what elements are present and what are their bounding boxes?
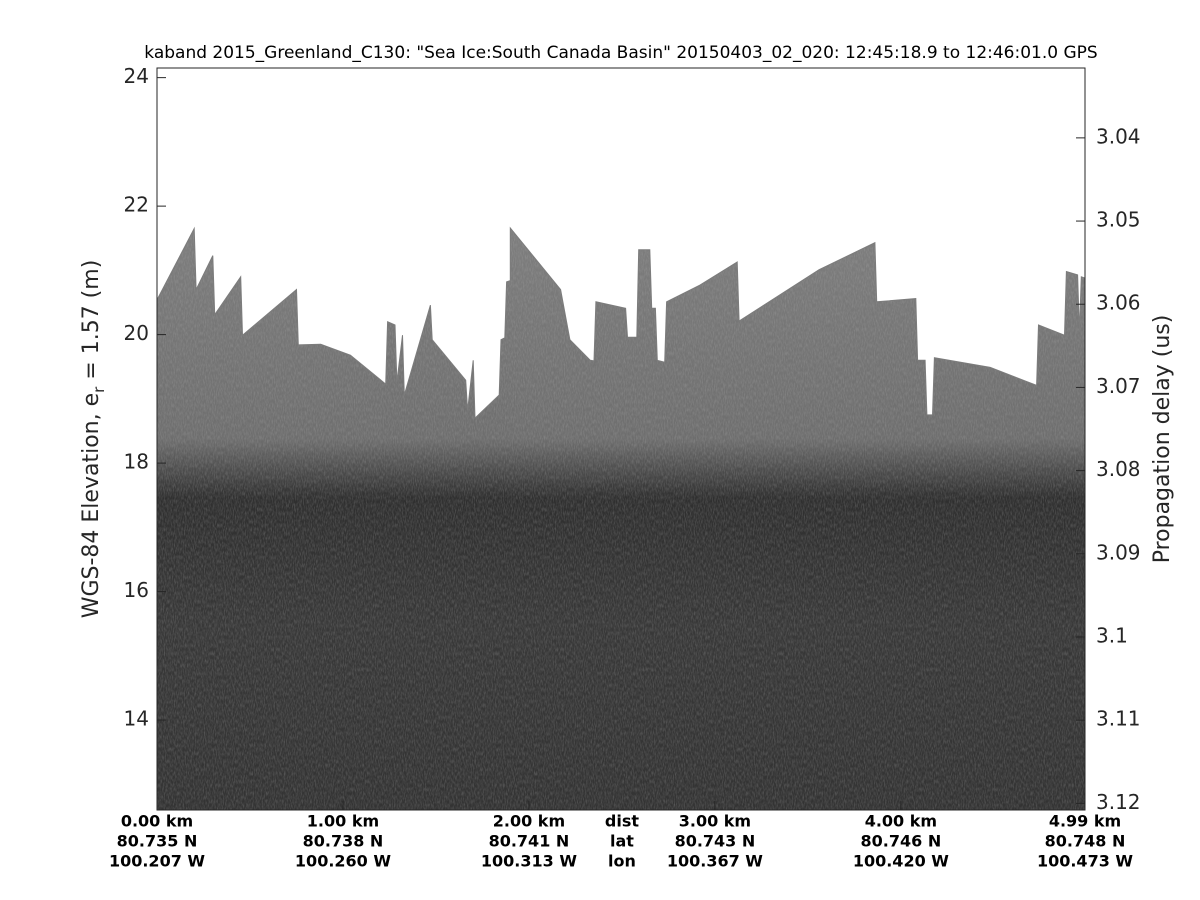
surface-edge [156,226,1086,420]
lat-label: 80.738 N [303,832,384,851]
lat-label: 80.743 N [675,832,756,851]
y-axis-label-main: WGS-84 Elevation, e [79,393,104,618]
lon-label: 100.207 W [109,852,205,871]
lon-label: 100.367 W [667,852,763,871]
row-label: lon [608,852,636,871]
x-tick-label: 2.00 km [493,812,565,831]
y2-tick-label: 3.06 [1096,291,1141,315]
y2-tick-label: 3.12 [1096,790,1141,814]
y-tick-label: 18 [124,450,149,474]
x-tick-label: 0.00 km [121,812,193,831]
x-tick-label: 4.99 km [1049,812,1121,831]
chart-title: kaband 2015_Greenland_C130: "Sea Ice:Sou… [144,43,1097,63]
row-label: dist [605,812,639,831]
x-tick-label: 4.00 km [865,812,937,831]
y2-tick-label: 3.04 [1096,124,1141,148]
y-axis-label-tail: = 1.57 (m) [79,260,104,387]
axes-box [156,67,1086,811]
lon-label: 100.313 W [481,852,577,871]
plot-area: 14 16 18 20 22 24 3.04 3.05 3.06 3.07 3.08 3.09 3.1 3… [109,64,1141,870]
y-axis-label-subscript: r [90,386,108,393]
y2-tick-label: 3.08 [1096,457,1141,481]
lat-label: 80.741 N [489,832,570,851]
row-label: lat [610,832,634,851]
y-tick-label: 24 [124,64,149,88]
y-tick-label: 16 [124,578,149,602]
lon-label: 100.420 W [853,852,949,871]
lat-label: 80.748 N [1045,832,1126,851]
x-tick-label: 1.00 km [307,812,379,831]
y2-axis-label: Propagation delay (us) [1150,315,1175,564]
y-tick-label: 22 [124,193,149,217]
y-tick-label: 20 [124,321,149,345]
x-tick-label: 3.00 km [679,812,751,831]
lon-label: 100.473 W [1037,852,1133,871]
y2-tick-label: 3.1 [1096,623,1128,647]
y2-tick-label: 3.05 [1096,208,1141,232]
lat-label: 80.735 N [117,832,198,851]
lat-label: 80.746 N [861,832,942,851]
y-axis-label: WGS-84 Elevation, er = 1.57 (m) [79,260,108,619]
y2-tick-label: 3.09 [1096,540,1141,564]
y2-tick-label: 3.11 [1096,707,1141,731]
lon-label: 100.260 W [295,852,391,871]
echogram-texture [157,228,1085,810]
y2-tick-label: 3.07 [1096,374,1141,398]
y-tick-label: 14 [124,707,149,731]
